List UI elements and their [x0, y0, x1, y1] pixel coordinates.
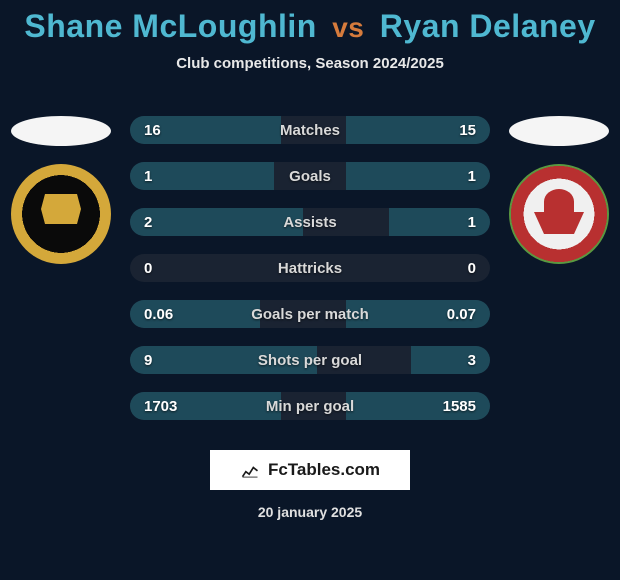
stat-label: Shots per goal [258, 352, 362, 369]
main-panel: 16 Matches 15 1 Goals 1 2 Assists 1 0 Hattricks 0 0.… [0, 116, 620, 420]
stat-row: 1 Goals 1 [130, 162, 490, 190]
player1-name: Shane McLoughlin [24, 8, 316, 44]
brand-text: FcTables.com [268, 460, 380, 480]
stat-label: Goals [289, 168, 331, 185]
chart-icon [240, 460, 260, 480]
stat-value-right: 0.07 [447, 306, 476, 323]
left-side [6, 116, 116, 264]
stat-label: Hattricks [278, 260, 342, 277]
vs-label: vs [332, 12, 364, 43]
player2-photo-placeholder [509, 116, 609, 146]
stat-label: Assists [283, 214, 336, 231]
stat-value-right: 3 [468, 352, 476, 369]
date-text: 20 january 2025 [258, 504, 362, 520]
player1-club-badge [11, 164, 111, 264]
stat-label: Min per goal [266, 398, 354, 415]
right-side [504, 116, 614, 264]
stat-row: 16 Matches 15 [130, 116, 490, 144]
stats-list: 16 Matches 15 1 Goals 1 2 Assists 1 0 Hattricks 0 0.… [130, 116, 490, 420]
stat-value-right: 1 [468, 168, 476, 185]
stat-value-right: 1585 [443, 398, 476, 415]
stat-label: Goals per match [251, 306, 369, 323]
stat-label: Matches [280, 122, 340, 139]
stat-value-left: 16 [144, 122, 161, 139]
stat-row: 0.06 Goals per match 0.07 [130, 300, 490, 328]
stat-row: 0 Hattricks 0 [130, 254, 490, 282]
stat-value-left: 0 [144, 260, 152, 277]
footer: FcTables.com 20 january 2025 [0, 450, 620, 520]
stat-value-right: 0 [468, 260, 476, 277]
subtitle: Club competitions, Season 2024/2025 [0, 55, 620, 72]
stat-value-left: 2 [144, 214, 152, 231]
player2-name: Ryan Delaney [380, 8, 596, 44]
stat-fill-left [130, 208, 303, 236]
comparison-title: Shane McLoughlin vs Ryan Delaney [0, 8, 620, 45]
stat-value-left: 1703 [144, 398, 177, 415]
stat-value-left: 1 [144, 168, 152, 185]
brand-badge: FcTables.com [210, 450, 410, 490]
stat-value-left: 9 [144, 352, 152, 369]
stat-row: 1703 Min per goal 1585 [130, 392, 490, 420]
stat-row: 9 Shots per goal 3 [130, 346, 490, 374]
player2-club-badge [509, 164, 609, 264]
stat-value-left: 0.06 [144, 306, 173, 323]
stat-fill-right [411, 346, 490, 374]
stat-row: 2 Assists 1 [130, 208, 490, 236]
stat-value-right: 1 [468, 214, 476, 231]
stat-value-right: 15 [459, 122, 476, 139]
player1-photo-placeholder [11, 116, 111, 146]
